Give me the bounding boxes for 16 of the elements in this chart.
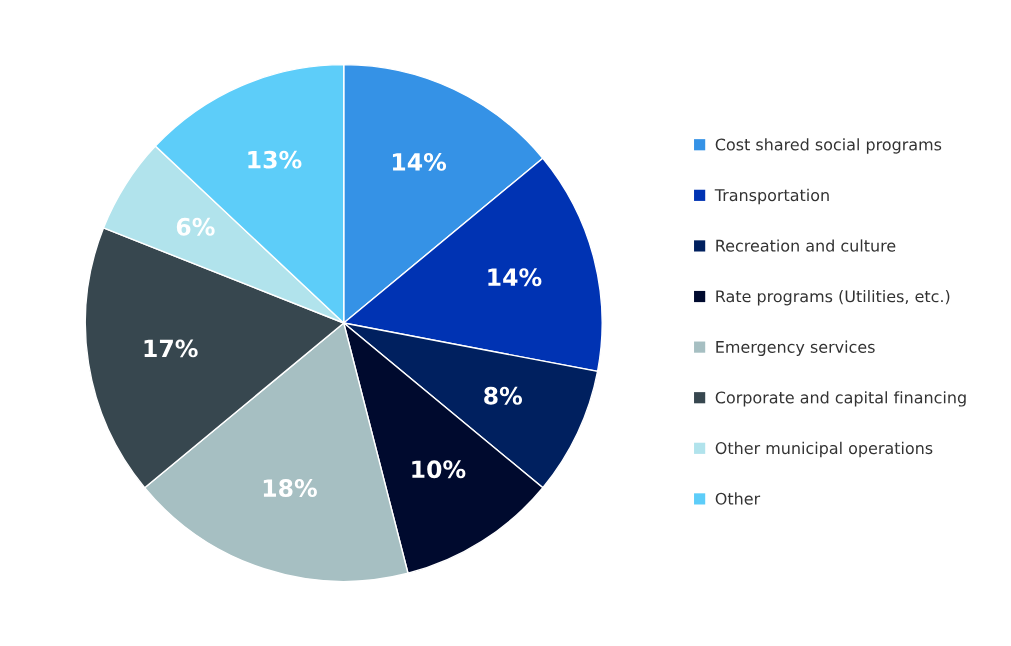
data-label: 6% bbox=[176, 217, 215, 236]
data-label: 18% bbox=[263, 479, 317, 497]
data-label: 8% bbox=[484, 386, 523, 405]
data-label: 14% bbox=[488, 268, 542, 287]
legend-label: Rate programs (Utilities, etc.) bbox=[716, 289, 950, 306]
legend-label: Emergency services bbox=[716, 340, 875, 357]
data-label: 13% bbox=[248, 150, 302, 169]
data-label: 17% bbox=[144, 339, 198, 358]
data-label: 14% bbox=[392, 153, 447, 171]
legend-label: Recreation and culture bbox=[716, 239, 896, 252]
legend-label: Transportation bbox=[714, 188, 829, 205]
legend-label: Other municipal operations bbox=[715, 441, 933, 458]
legend-label: Cost shared social programs bbox=[715, 138, 942, 154]
legend-label: Corporate and capital financing bbox=[715, 391, 966, 407]
data-label: 10% bbox=[412, 460, 466, 479]
legend-label: Other bbox=[715, 492, 761, 505]
